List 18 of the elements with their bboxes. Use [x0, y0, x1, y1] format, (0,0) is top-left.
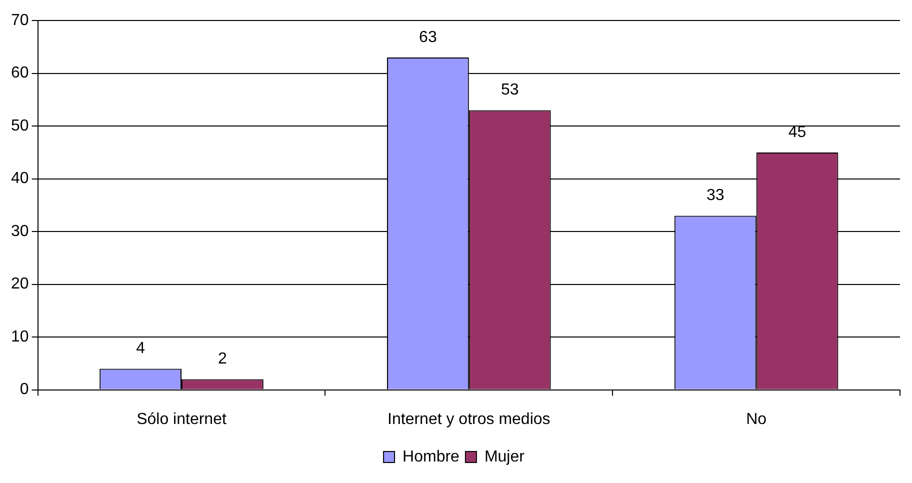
data-label: 63 [419, 28, 437, 46]
y-tick-label: 30 [11, 222, 29, 240]
y-tick-label: 70 [11, 12, 29, 30]
y-tick-label: 60 [11, 64, 29, 82]
data-label: 2 [218, 350, 227, 368]
y-tick-label: 10 [11, 328, 29, 346]
legend-label: Hombre [402, 448, 460, 466]
data-label: 33 [706, 187, 724, 204]
legend-label: Mujer [484, 448, 526, 466]
y-tick-label: 50 [11, 117, 29, 134]
x-tick-label: No [746, 410, 767, 428]
y-tick-label: 40 [11, 170, 29, 188]
y-tick-label: 0 [20, 381, 29, 398]
y-tick-label: 20 [11, 276, 29, 293]
x-tick-label: Internet y otros medios [388, 410, 550, 428]
x-tick-label: Sólo internet [136, 410, 227, 428]
data-label: 53 [500, 82, 519, 99]
data-label: 4 [136, 340, 146, 358]
